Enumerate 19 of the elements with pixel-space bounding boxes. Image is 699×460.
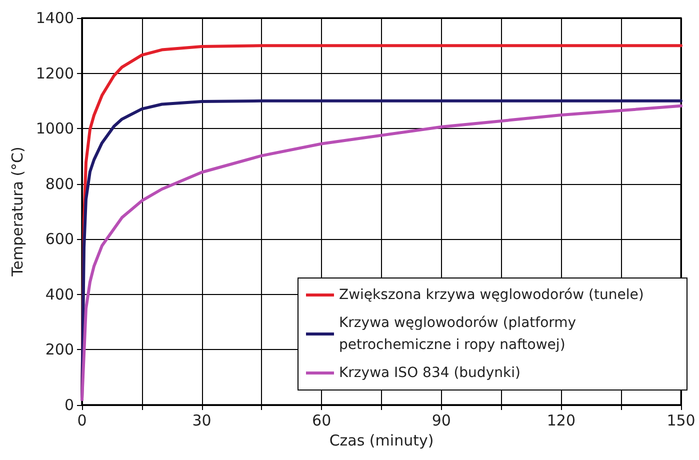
y-tick-label: 1400 (36, 9, 74, 27)
y-tick-label: 400 (45, 285, 74, 304)
y-tick-label: 1200 (36, 64, 74, 82)
legend-label: Krzywa węglowodorów (platformy petrochemiczne i ropy naftowej) (339, 315, 581, 353)
legend-label: Krzywa ISO 834 (budynki) (339, 365, 520, 381)
y-tick-label: 1000 (36, 120, 74, 138)
x-tick-label: 30 (192, 412, 212, 430)
x-tick-label: 60 (312, 412, 332, 430)
x-tick-label: 0 (77, 412, 87, 430)
y-tick-label: 0 (64, 396, 74, 414)
legend-label: Zwiększona krzywa węglowodorów (tunele) (339, 287, 644, 303)
y-tick-label: 600 (45, 230, 74, 248)
x-tick-label: 150 (666, 412, 696, 430)
y-tick-label: 800 (45, 174, 74, 193)
x-axis-title: Czas (minuty) (329, 431, 434, 450)
y-axis-title: Temperatura (°C) (8, 146, 26, 278)
y-tick-label: 200 (45, 340, 74, 359)
x-tick-label: 90 (432, 412, 451, 430)
x-tick-label: 120 (546, 412, 576, 430)
